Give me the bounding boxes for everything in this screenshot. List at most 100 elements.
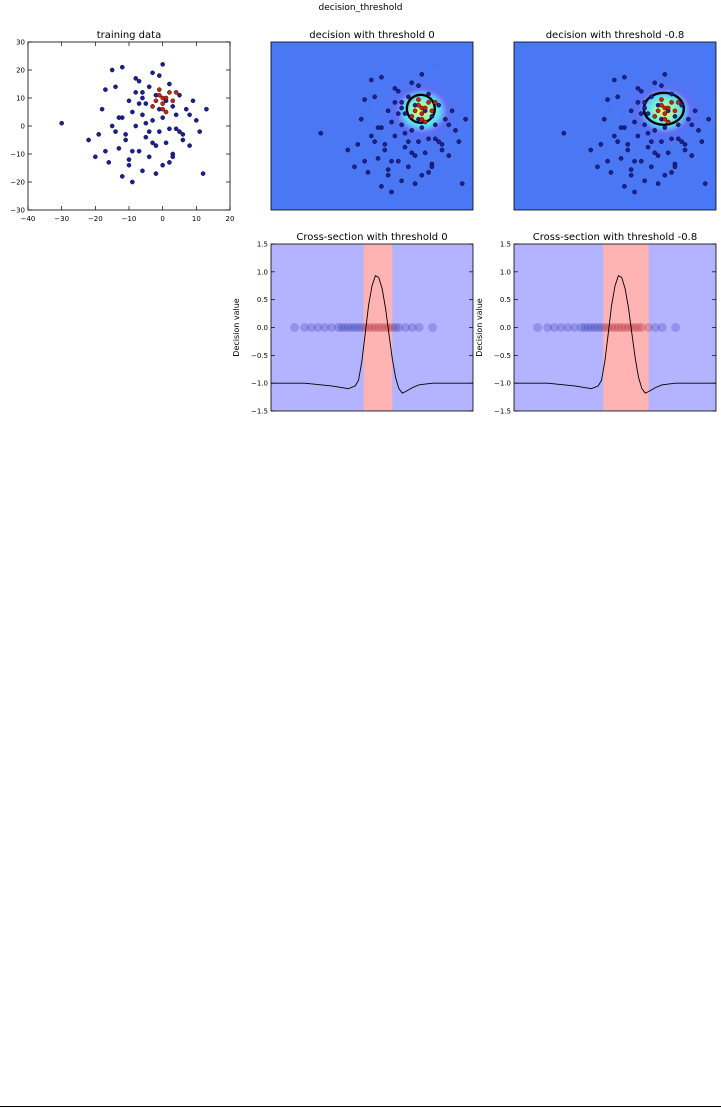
heatmap-point-negative (439, 142, 445, 147)
cross-ytick-label: 1.5 (500, 241, 511, 249)
training-point-positive (160, 101, 165, 106)
heatmap-point-negative (612, 133, 617, 139)
training-point-negative (136, 101, 142, 106)
heatmap-point-positive (672, 108, 678, 114)
projected-point (549, 323, 559, 332)
training-point-negative (170, 154, 176, 160)
heatmap-point-negative (675, 136, 681, 142)
training-ytick-label: −30 (10, 207, 25, 215)
projected-point (563, 323, 573, 332)
projected-point (543, 323, 553, 332)
heatmap-point-positive (659, 102, 664, 108)
projected-point (306, 323, 316, 332)
training-point-negative (133, 123, 139, 129)
cross-section-2 (514, 244, 716, 411)
cross-ytick-label: −1.5 (251, 408, 268, 416)
heatmap-point-negative (682, 147, 688, 153)
heatmap-point-negative (459, 181, 465, 186)
heatmap-point-positive (652, 114, 658, 119)
heatmap-point-negative (645, 130, 651, 136)
heatmap-point-negative (436, 102, 441, 108)
training-xtick-label: 0 (160, 215, 164, 223)
training-point-negative (167, 81, 172, 87)
heatmap-point-negative (645, 111, 651, 116)
training-point-negative (197, 129, 202, 134)
heatmap-point-positive (419, 111, 425, 116)
heatmap-point-negative (389, 189, 394, 195)
heatmap-point-negative (669, 91, 674, 97)
heatmap-point-negative (642, 178, 647, 184)
projected-point (556, 323, 566, 332)
training-point-negative (130, 179, 135, 185)
heatmap-point-positive (419, 105, 425, 111)
projected-point (583, 323, 593, 332)
projected-point (347, 323, 357, 332)
projected-point (300, 323, 310, 332)
heatmap-point-negative (385, 108, 391, 114)
training-point-negative (136, 78, 142, 84)
heatmap-point-negative (655, 153, 661, 158)
training-point-negative (143, 134, 149, 140)
projected-point (603, 323, 613, 332)
heatmap-point-negative (419, 125, 425, 130)
heatmap-point-negative (689, 122, 695, 128)
heatmap-point-negative (622, 74, 627, 80)
projected-point (357, 323, 367, 332)
heatmap-point-positive (426, 100, 431, 105)
training-xtick-label: −20 (88, 215, 103, 223)
training-point-negative (180, 137, 186, 143)
heatmap-point-negative (395, 111, 401, 116)
heatmap-point-negative (443, 116, 448, 122)
cross-title-1: Cross-section with threshold 0 (296, 232, 447, 243)
training-point-negative (133, 90, 139, 95)
heatmap-point-negative (385, 167, 391, 172)
projected-point (634, 323, 644, 332)
training-point-negative (106, 160, 112, 165)
heatmap-point-negative (702, 181, 708, 186)
heatmap-point-negative (358, 116, 364, 122)
cross-ytick-label: −1.0 (251, 380, 268, 388)
heatmap-point-negative (416, 139, 421, 144)
training-point-negative (116, 146, 122, 151)
heatmap-point-positive (669, 100, 674, 105)
projected-point (370, 323, 380, 332)
heatmap-point-negative (699, 139, 705, 144)
heatmap-point-negative (679, 139, 684, 144)
projected-point (407, 323, 417, 332)
heatmap-point-negative (659, 139, 664, 144)
training-point-negative (143, 101, 149, 106)
training-point-negative (194, 118, 199, 123)
heatmap-point-negative (632, 119, 637, 125)
training-ytick-label: 10 (16, 95, 25, 103)
heatmap-point-negative (439, 147, 445, 153)
training-point-negative (173, 126, 179, 132)
heatmap-point-negative (416, 83, 421, 88)
heatmap-point-negative (628, 172, 634, 178)
figure-suptitle: decision_threshold (318, 3, 403, 13)
heatmap-point-negative (652, 80, 658, 86)
heatmap-point-negative (382, 142, 388, 147)
training-point-positive (153, 98, 159, 104)
heatmap-point-negative (375, 156, 381, 161)
training-point-negative (167, 126, 172, 132)
heatmap-point-negative (615, 139, 620, 144)
training-point-negative (140, 168, 145, 174)
cross-ytick-label: −0.5 (251, 352, 268, 360)
page-bottom-rule (0, 1106, 721, 1107)
heatmap-point-negative (402, 130, 408, 136)
positive-band (363, 244, 393, 411)
projected-point (630, 323, 640, 332)
heatmap-point-negative (365, 170, 371, 175)
heatmap-point-negative (588, 147, 594, 153)
decision-curve (271, 275, 473, 394)
projected-point (384, 323, 394, 332)
heatmap-point-positive (432, 100, 438, 105)
training-point-negative (173, 112, 179, 118)
training-point-negative (126, 98, 132, 104)
heatmap-point-negative (362, 97, 367, 102)
cross-ytick-label: 0.5 (500, 296, 511, 304)
heatmap-point-negative (692, 108, 698, 114)
heatmap-point-negative (638, 88, 644, 94)
projected-point (590, 323, 600, 332)
